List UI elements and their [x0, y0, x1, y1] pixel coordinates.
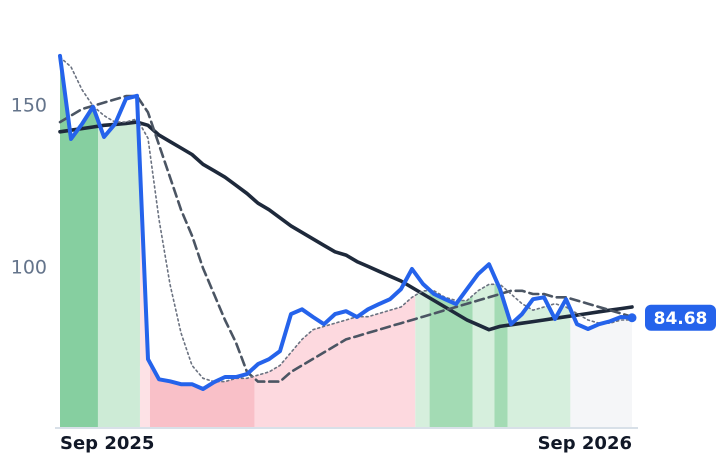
line-series	[58, 53, 634, 391]
region	[494, 284, 508, 427]
region	[97, 119, 140, 427]
line-series	[58, 120, 634, 332]
x-tick-label: Sep 2025	[60, 433, 154, 454]
value-label: 84.68	[654, 309, 708, 329]
region	[429, 290, 473, 427]
region	[570, 309, 632, 427]
value-badge	[645, 304, 716, 331]
region	[60, 57, 98, 427]
last-point	[627, 313, 637, 323]
region	[472, 284, 495, 427]
y-tick-label: 100	[11, 257, 47, 279]
region	[149, 362, 255, 427]
region	[507, 306, 571, 427]
line-series	[59, 56, 633, 383]
region	[254, 295, 416, 427]
line-series	[58, 94, 634, 383]
x-tick-label: Sep 2026	[538, 433, 632, 454]
region	[415, 290, 430, 427]
y-tick-label: 150	[11, 94, 47, 116]
